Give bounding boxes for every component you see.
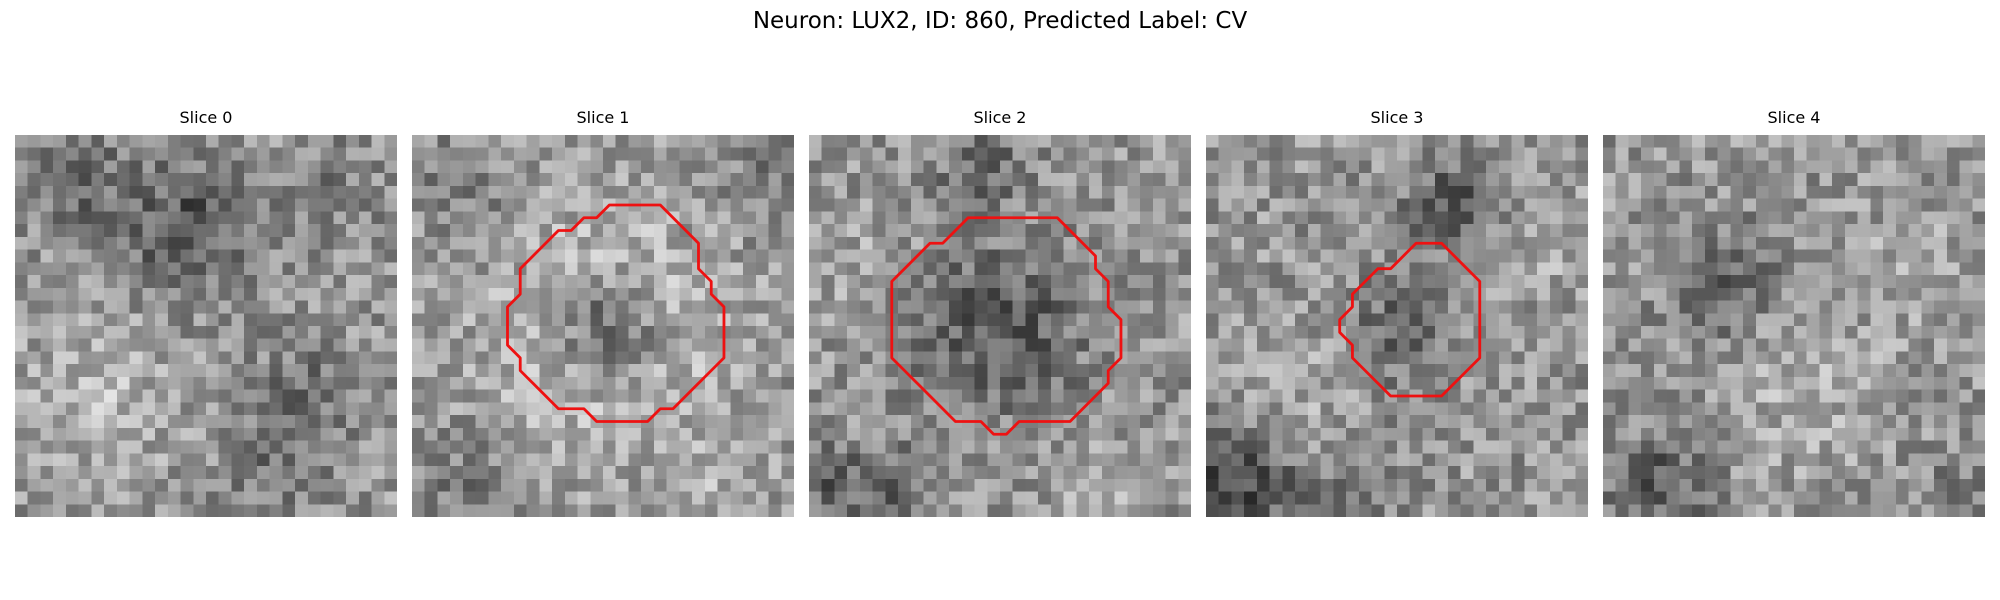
roi-outline (1338, 241, 1482, 398)
slice-panel: Slice 2 (809, 107, 1191, 517)
slice-image (15, 135, 397, 517)
slice-title: Slice 4 (1767, 108, 1821, 127)
slice-panel: Slice 1 (412, 107, 794, 517)
slice-title: Slice 3 (1370, 108, 1424, 127)
figure-title: Neuron: LUX2, ID: 860, Predicted Label: … (752, 8, 1248, 34)
roi-outline (890, 216, 1123, 436)
slice-image (1603, 135, 1985, 517)
slice-title: Slice 0 (179, 108, 233, 127)
slice-image (412, 135, 794, 517)
slice-title: Slice 1 (576, 108, 630, 127)
slice-panel: Slice 3 (1206, 107, 1588, 517)
roi-outline (506, 203, 726, 423)
slice-image (1206, 135, 1588, 517)
slice-panel: Slice 0 (15, 107, 397, 517)
slice-title: Slice 2 (973, 108, 1027, 127)
slice-image (809, 135, 1191, 517)
slice-panel: Slice 4 (1603, 107, 1985, 517)
